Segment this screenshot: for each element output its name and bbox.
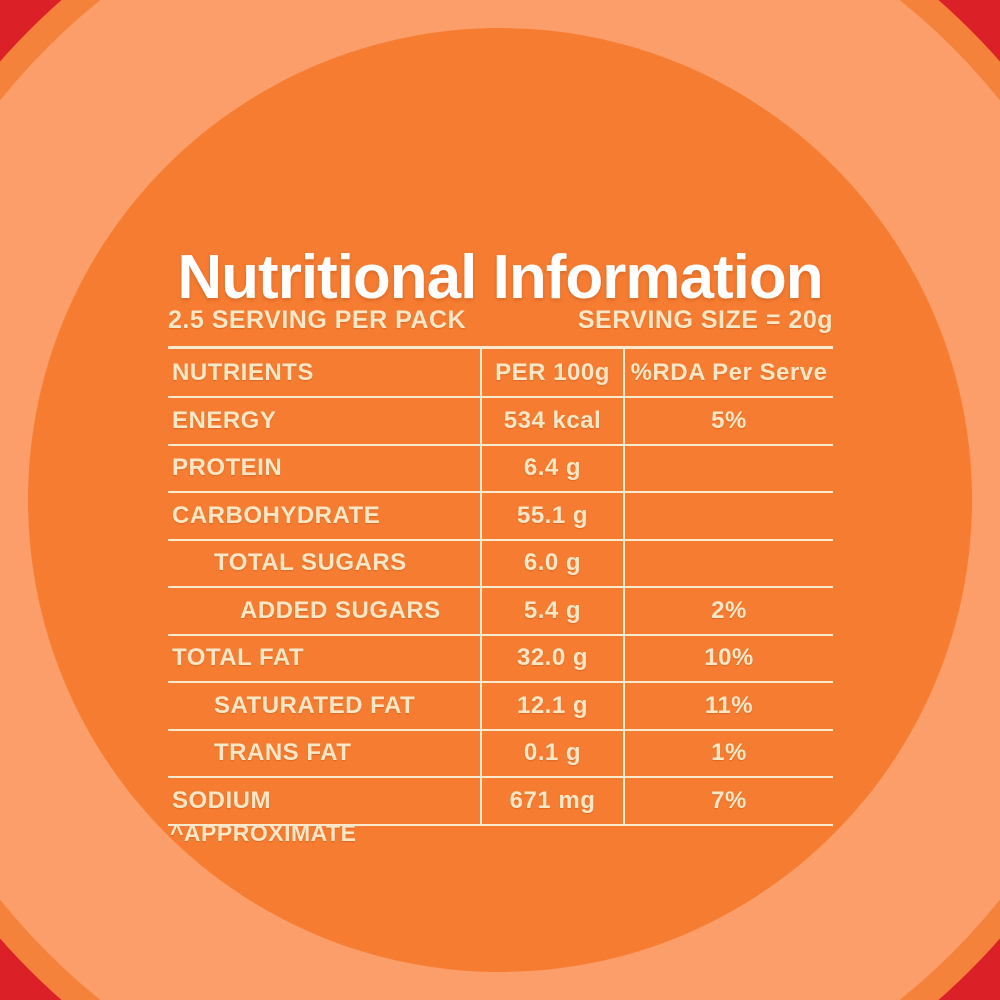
per100g-cell: 55.1 g [480, 493, 623, 539]
nutrient-cell: PROTEIN [172, 454, 283, 482]
nutrient-cell: CARBOHYDRATE [172, 501, 381, 529]
per100g-cell: 32.0 g [480, 635, 623, 681]
rda-cell [623, 445, 833, 491]
rda-cell: 2% [623, 588, 833, 634]
page-title: Nutritional Information [177, 242, 823, 312]
inner-orange-circle [28, 28, 972, 972]
nutrient-cell: ADDED SUGARS [240, 596, 441, 624]
servings-per-pack-text: 2.5 SERVING PER PACK [168, 306, 467, 334]
nutrient-cell: SATURATED FAT [214, 691, 416, 719]
table-row: ENERGY 534 kcal 5% [168, 398, 833, 446]
table-row: SATURATED FAT 12.1 g 11% [168, 683, 833, 731]
nutrient-cell: TOTAL SUGARS [214, 549, 407, 577]
table-row: SODIUM 671 mg 7% [168, 778, 833, 826]
rda-cell: 7% [623, 778, 833, 824]
per100g-cell: 12.1 g [480, 683, 623, 729]
approximate-footnote: ^APPROXIMATE [170, 820, 357, 846]
table-body: ENERGY 534 kcal 5% PROTEIN 6.4 g CARBOHY… [168, 398, 833, 826]
rda-cell: 10% [623, 635, 833, 681]
header-rda-per-serve: %RDA Per Serve [623, 349, 833, 396]
table-row: CARBOHYDRATE 55.1 g [168, 493, 833, 541]
per100g-cell: 6.4 g [480, 445, 623, 491]
rda-cell: 5% [623, 398, 833, 444]
table-header-row: NUTRIENTS PER 100g %RDA Per Serve [168, 349, 833, 398]
rda-cell [623, 493, 833, 539]
table-row: TRANS FAT 0.1 g 1% [168, 730, 833, 778]
table-row: PROTEIN 6.4 g [168, 445, 833, 493]
serving-info-row: 2.5 SERVING PER PACK SERVING SIZE = 20g [168, 306, 833, 335]
per100g-cell: 6.0 g [480, 540, 623, 586]
serving-size-text: SERVING SIZE = 20g [577, 306, 833, 334]
nutrition-table: NUTRIENTS PER 100g %RDA Per Serve ENERGY… [168, 346, 833, 826]
rda-cell [623, 540, 833, 586]
table-row: ADDED SUGARS 5.4 g 2% [168, 588, 833, 636]
per100g-cell: 5.4 g [480, 588, 623, 634]
header-nutrients: NUTRIENTS [172, 358, 314, 386]
nutrient-cell: SODIUM [172, 786, 271, 814]
header-per-100g: PER 100g [480, 349, 623, 396]
rda-cell: 11% [623, 683, 833, 729]
nutrient-cell: TOTAL FAT [172, 644, 305, 672]
per100g-cell: 671 mg [480, 778, 623, 824]
nutrient-cell: TRANS FAT [214, 739, 352, 767]
table-row: TOTAL SUGARS 6.0 g [168, 540, 833, 588]
per100g-cell: 534 kcal [480, 398, 623, 444]
rda-cell: 1% [623, 730, 833, 776]
nutrient-cell: ENERGY [172, 406, 277, 434]
per100g-cell: 0.1 g [480, 730, 623, 776]
table-row: TOTAL FAT 32.0 g 10% [168, 635, 833, 683]
